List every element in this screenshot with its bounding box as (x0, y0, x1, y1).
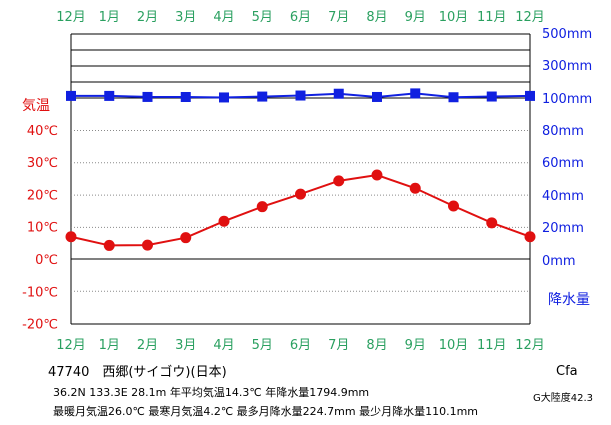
precipitation-tick-label: 40mm (542, 189, 584, 204)
precipitation-point (486, 91, 497, 102)
precipitation-point (372, 91, 382, 102)
month-label-bottom: 3月 (175, 338, 196, 353)
temperature-tick-label: 40℃ (27, 124, 58, 139)
month-label-top: 12月 (56, 10, 86, 25)
month-label-top: 6月 (290, 10, 311, 25)
month-label-top: 8月 (366, 10, 387, 25)
month-label-bottom: 10月 (439, 338, 469, 353)
precipitation-tick-label: 100mm (542, 92, 592, 107)
station-name: 47740 西郷(サイゴウ)(日本) (48, 365, 227, 380)
month-label-bottom: 5月 (252, 338, 273, 353)
precipitation-point (219, 92, 229, 103)
month-label-top: 3月 (175, 10, 196, 25)
precipitation-tick-label: 0mm (542, 254, 576, 269)
precipitation-point (142, 91, 153, 102)
temperature-point (371, 169, 383, 181)
precipitation-point (525, 90, 535, 101)
temperature-point (486, 217, 498, 229)
month-label-top: 12月 (515, 10, 545, 25)
temperature-point (142, 239, 153, 251)
temperature-axis-title: 気温 (22, 98, 50, 114)
precipitation-point (333, 88, 344, 99)
month-label-top: 11月 (477, 10, 507, 25)
month-label-top: 5月 (252, 10, 273, 25)
month-label-bottom: 7月 (328, 338, 349, 353)
precipitation-point (66, 90, 76, 101)
month-label-bottom: 6月 (290, 338, 311, 353)
month-label-bottom: 9月 (405, 338, 426, 353)
month-label-bottom: 12月 (56, 338, 86, 353)
continentality-index: G大陸度42.3 (533, 393, 594, 404)
temperature-tick-label: 10℃ (27, 221, 58, 236)
precipitation-tick-label: 300mm (542, 59, 592, 74)
temperature-tick-label: 30℃ (27, 156, 58, 171)
station-extremes-line: 最暖月気温26.0℃ 最寒月気温4.2℃ 最多月降水量224.7mm 最少月降水… (53, 405, 479, 418)
temperature-point (333, 175, 345, 187)
month-label-top: 7月 (328, 10, 349, 25)
month-label-bottom: 8月 (366, 338, 387, 353)
month-label-bottom: 4月 (213, 338, 234, 353)
temperature-point (256, 201, 268, 213)
precipitation-tick-label: 60mm (542, 156, 584, 171)
month-label-bottom: 12月 (515, 338, 545, 353)
precipitation-point (410, 88, 421, 99)
koppen-class: Cfa (556, 364, 578, 379)
precipitation-tick-label: 80mm (542, 124, 584, 139)
month-label-top: 1月 (99, 10, 120, 25)
temperature-point (65, 231, 77, 243)
month-label-top: 9月 (405, 10, 426, 25)
precipitation-point (180, 91, 191, 102)
month-label-top: 10月 (439, 10, 469, 25)
month-label-top: 2月 (137, 10, 158, 25)
temperature-line (70, 173, 531, 247)
temperature-point (409, 182, 421, 194)
precipitation-point (448, 92, 459, 103)
precipitation-point (104, 90, 115, 101)
month-label-bottom: 11月 (477, 338, 507, 353)
temperature-tick-label: -10℃ (22, 285, 58, 300)
precipitation-tick-label: 500mm (542, 27, 592, 42)
precipitation-tick-label: 20mm (542, 221, 584, 236)
temperature-tick-label: -20℃ (22, 318, 58, 333)
temperature-point (180, 232, 192, 244)
temperature-point (448, 200, 459, 212)
temperature-point (524, 231, 536, 243)
station-summary-line: 36.2N 133.3E 28.1m 年平均気温14.3℃ 年降水量1794.9… (53, 386, 370, 399)
temperature-point (295, 188, 306, 200)
precipitation-axis-title: 降水量 (548, 292, 590, 308)
temperature-point (218, 215, 230, 227)
month-label-bottom: 1月 (99, 338, 120, 353)
precipitation-point (257, 91, 268, 102)
month-label-top: 4月 (213, 10, 234, 25)
temperature-tick-label: 0℃ (35, 253, 58, 268)
precipitation-point (295, 90, 306, 101)
month-label-bottom: 2月 (137, 338, 158, 353)
temperature-tick-label: 20℃ (27, 188, 58, 203)
temperature-point (103, 239, 115, 251)
